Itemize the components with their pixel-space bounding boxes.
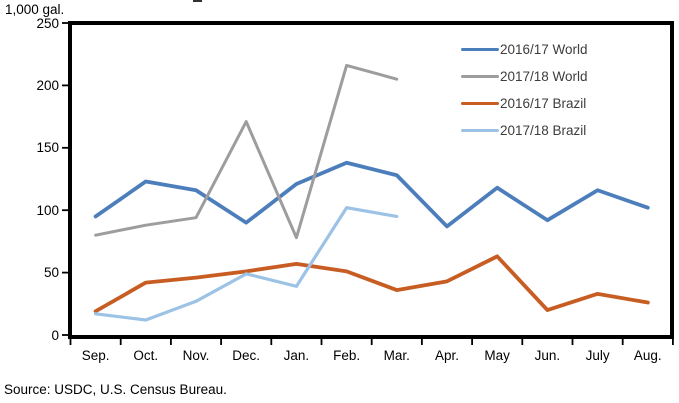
x-tick-label-nov: Nov. (182, 348, 210, 363)
legend-item-2017-18-world: 2017/18 World (461, 63, 588, 90)
x-tick-label-jun: Jun. (534, 348, 561, 363)
series-line-2016-17-brazil (93, 254, 650, 314)
legend-label: 2017/18 Brazil (500, 123, 587, 138)
legend: 2016/17 World 2017/18 World 2016/17 Brazil… (461, 36, 588, 144)
y-axis-unit-label: 1,000 gal. (5, 2, 65, 17)
legend-label: 2016/17 World (500, 42, 588, 57)
y-tick-label: 250 (36, 15, 59, 31)
x-tick-label-dec: Dec. (232, 348, 261, 363)
source-note: Source: USDC, U.S. Census Bureau. (4, 382, 227, 397)
legend-line-swatch (461, 128, 499, 133)
legend-line-swatch (461, 47, 499, 52)
y-tick-label: 50 (43, 265, 59, 281)
legend-label: 2017/18 World (500, 69, 588, 84)
x-tick-label-july: July (585, 348, 610, 363)
x-tick-label-feb: Feb. (333, 348, 361, 363)
x-tick-label-sep: Sep. (81, 348, 110, 363)
y-tick-label: 150 (36, 140, 59, 156)
x-tick-label-may: May (484, 348, 510, 363)
legend-item-2016-17-brazil: 2016/17 Brazil (461, 90, 588, 117)
legend-item-2016-17-world: 2016/17 World (461, 36, 588, 63)
x-tick-label-oct: Oct. (133, 348, 159, 363)
series-line-2017-18-world (94, 63, 399, 240)
y-tick-label: 100 (36, 202, 59, 218)
legend-line-swatch (461, 101, 499, 106)
y-tick-label: 200 (36, 77, 59, 93)
x-tick-label-apr: Apr. (434, 348, 459, 363)
x-tick-label-aug: Aug. (633, 348, 662, 363)
series-line-2016-17-world (93, 160, 650, 229)
x-tick-label-mar: Mar. (383, 348, 410, 363)
series-line-2017-18-brazil (93, 206, 399, 322)
legend-item-2017-18-brazil: 2017/18 Brazil (461, 117, 588, 144)
legend-label: 2016/17 Brazil (500, 96, 587, 111)
plot-area-border (68, 21, 674, 339)
x-tick-label-jan: Jan. (283, 348, 310, 363)
y-tick-label: 0 (51, 327, 59, 343)
legend-line-swatch (461, 75, 499, 78)
cropped-title-fragment (193, 0, 202, 2)
